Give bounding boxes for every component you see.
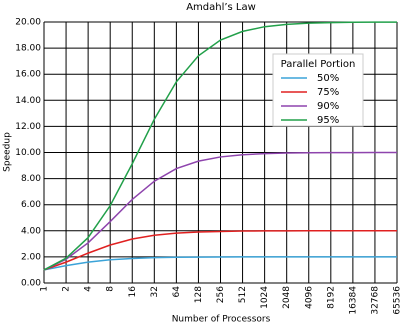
y-tick-label: 4.00 — [21, 226, 41, 236]
x-tick-label: 8 — [106, 286, 116, 292]
x-tick-label: 4 — [84, 286, 94, 292]
line — [43, 256, 397, 271]
y-tick-label: 8.00 — [21, 174, 41, 184]
legend-label: 50% — [317, 73, 339, 84]
y-tick-label: 20.00 — [15, 18, 41, 28]
x-tick-label: 64 — [172, 286, 182, 298]
y-axis-label: Speedup — [3, 132, 13, 172]
x-tick-label: 1 — [40, 286, 50, 292]
y-tick-label: 12.00 — [15, 122, 41, 132]
x-tick-label: 2048 — [282, 286, 292, 309]
x-axis-label: Number of Processors — [172, 315, 271, 325]
y-tick-label: 6.00 — [21, 200, 41, 210]
chart-title: Amdahl’s Law — [186, 2, 256, 13]
legend-label: 95% — [317, 115, 339, 126]
legend-title: Parallel Portion — [281, 59, 356, 70]
legend-box — [272, 53, 364, 127]
y-tick-label: 14.00 — [15, 96, 41, 106]
y-tick-label: 18.00 — [15, 44, 41, 54]
line — [43, 230, 397, 271]
legend-label: 90% — [317, 101, 339, 112]
x-tick-label: 65536 — [393, 286, 403, 315]
x-tick-label: 2 — [62, 286, 72, 292]
x-tick-label: 16 — [128, 286, 138, 298]
y-tick-label: 16.00 — [15, 70, 41, 80]
y-tick-label: 10.00 — [15, 148, 41, 158]
x-tick-label: 4096 — [304, 286, 314, 309]
x-tick-label: 8192 — [326, 286, 336, 309]
y-tick-label: 2.00 — [21, 252, 41, 262]
x-tick-label: 256 — [216, 286, 226, 303]
x-tick-label: 128 — [194, 286, 204, 303]
x-tick-label: 1024 — [260, 286, 270, 309]
x-tick-label: 32 — [150, 286, 160, 297]
line — [43, 151, 397, 271]
x-tick-label: 32768 — [370, 286, 380, 315]
line — [43, 21, 397, 271]
legend-label: 75% — [317, 87, 339, 98]
y-tick-label: 0.00 — [21, 279, 41, 289]
x-tick-label: 512 — [238, 286, 248, 303]
x-tick-label: 16384 — [348, 286, 358, 315]
